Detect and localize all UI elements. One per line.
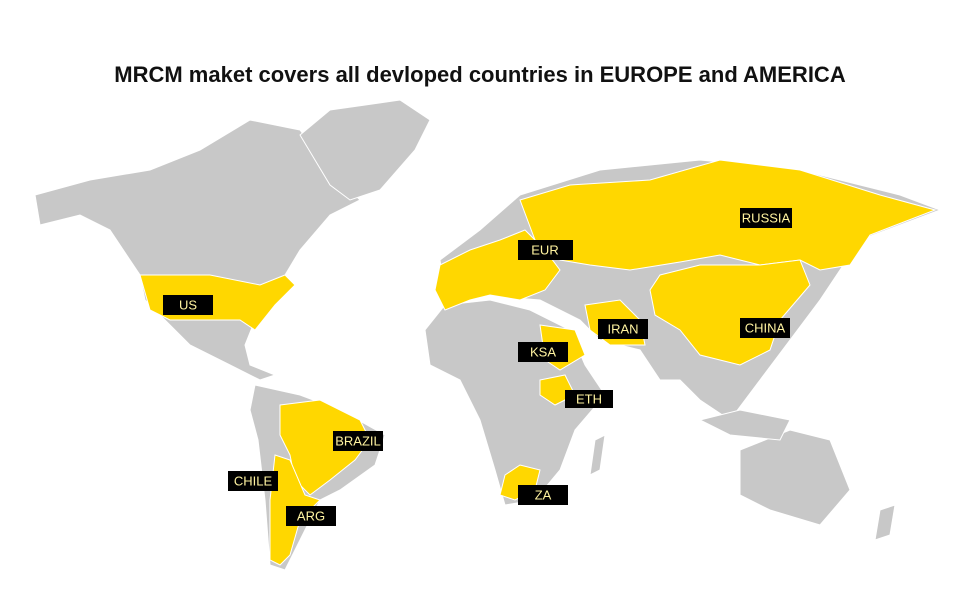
country-labels: US EUR RUSSIA IRAN CHINA KSA ETH BRAZIL … (163, 208, 792, 526)
country-label: US (179, 297, 197, 312)
highlighted-countries (139, 159, 937, 566)
country-label: KSA (530, 344, 556, 359)
country-label: RUSSIA (742, 210, 791, 225)
country-label: ETH (576, 391, 602, 406)
country-label: EUR (531, 242, 558, 257)
country-label: ARG (297, 508, 325, 523)
country-label: IRAN (607, 321, 638, 336)
title: MRCM maket covers all devloped countries… (114, 62, 846, 87)
country-label: BRAZIL (335, 433, 381, 448)
country-label: CHINA (745, 320, 786, 335)
country-label: CHILE (234, 473, 273, 488)
country-label: ZA (535, 487, 552, 502)
land (34, 99, 942, 571)
